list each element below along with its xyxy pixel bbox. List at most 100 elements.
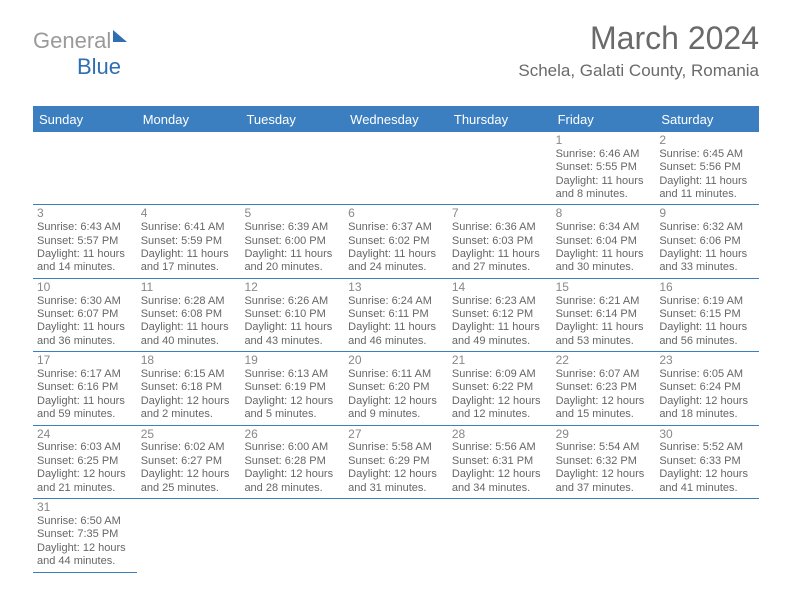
day-info-line: Sunrise: 5:54 AM xyxy=(556,441,652,454)
day-info-line: Sunset: 6:19 PM xyxy=(244,381,340,394)
day-info-line: Sunset: 6:20 PM xyxy=(348,381,444,394)
day-number: 28 xyxy=(452,428,548,442)
day-info-line: Daylight: 11 hours xyxy=(244,321,340,334)
day-info-line: Sunset: 6:00 PM xyxy=(244,235,340,248)
day-info-line: Daylight: 11 hours xyxy=(348,321,444,334)
day-info-line: Sunset: 6:12 PM xyxy=(452,308,548,321)
day-number: 13 xyxy=(348,281,444,295)
calendar-week-row: 24Sunrise: 6:03 AMSunset: 6:25 PMDayligh… xyxy=(33,426,759,499)
day-info-line: Sunrise: 5:52 AM xyxy=(659,441,755,454)
calendar-day-cell xyxy=(448,132,552,204)
day-info-line: Sunset: 6:03 PM xyxy=(452,235,548,248)
day-info-line: Daylight: 11 hours xyxy=(244,248,340,261)
calendar-day-cell: 24Sunrise: 6:03 AMSunset: 6:25 PMDayligh… xyxy=(33,426,137,498)
calendar-day-cell xyxy=(33,132,137,204)
day-number: 29 xyxy=(556,428,652,442)
calendar-week-row: 10Sunrise: 6:30 AMSunset: 6:07 PMDayligh… xyxy=(33,279,759,352)
day-info-line: Daylight: 11 hours xyxy=(556,175,652,188)
calendar-day-cell: 10Sunrise: 6:30 AMSunset: 6:07 PMDayligh… xyxy=(33,279,137,351)
day-info-line: Sunrise: 6:23 AM xyxy=(452,295,548,308)
day-info-line: Sunset: 5:55 PM xyxy=(556,161,652,174)
calendar-day-cell xyxy=(240,499,344,572)
day-number: 12 xyxy=(244,281,340,295)
day-info-line: Sunset: 7:35 PM xyxy=(37,528,133,541)
day-info-line: Daylight: 11 hours xyxy=(659,248,755,261)
calendar-day-cell: 18Sunrise: 6:15 AMSunset: 6:18 PMDayligh… xyxy=(137,352,241,424)
day-number: 1 xyxy=(556,134,652,148)
day-info-line: and 49 minutes. xyxy=(452,335,548,348)
day-info-line: Daylight: 11 hours xyxy=(141,248,237,261)
day-number: 4 xyxy=(141,207,237,221)
day-info-line: Sunrise: 6:30 AM xyxy=(37,295,133,308)
calendar-day-cell: 15Sunrise: 6:21 AMSunset: 6:14 PMDayligh… xyxy=(552,279,656,351)
day-info-line: and 25 minutes. xyxy=(141,482,237,495)
day-number: 21 xyxy=(452,354,548,368)
day-info-line: and 33 minutes. xyxy=(659,261,755,274)
day-info-line: Daylight: 11 hours xyxy=(348,248,444,261)
day-info-line: and 36 minutes. xyxy=(37,335,133,348)
day-number: 27 xyxy=(348,428,444,442)
calendar-day-cell: 8Sunrise: 6:34 AMSunset: 6:04 PMDaylight… xyxy=(552,205,656,277)
day-info-line: Daylight: 12 hours xyxy=(244,395,340,408)
day-info-line: Daylight: 11 hours xyxy=(556,248,652,261)
day-info-line: Sunset: 6:18 PM xyxy=(141,381,237,394)
day-info-line: Sunrise: 6:45 AM xyxy=(659,148,755,161)
day-info-line: Sunrise: 6:00 AM xyxy=(244,441,340,454)
calendar-week-row: 17Sunrise: 6:17 AMSunset: 6:16 PMDayligh… xyxy=(33,352,759,425)
day-info-line: and 2 minutes. xyxy=(141,408,237,421)
calendar-day-cell xyxy=(552,499,656,572)
day-info-line: Sunrise: 6:07 AM xyxy=(556,368,652,381)
day-info-line: and 31 minutes. xyxy=(348,482,444,495)
day-info-line: Sunset: 6:28 PM xyxy=(244,455,340,468)
day-info-line: Sunset: 6:33 PM xyxy=(659,455,755,468)
day-info-line: Sunrise: 6:11 AM xyxy=(348,368,444,381)
day-number: 3 xyxy=(37,207,133,221)
day-info-line: Daylight: 12 hours xyxy=(556,395,652,408)
calendar-week-row: 31Sunrise: 6:50 AMSunset: 7:35 PMDayligh… xyxy=(33,499,759,572)
calendar-day-cell: 1Sunrise: 6:46 AMSunset: 5:55 PMDaylight… xyxy=(552,132,656,204)
day-info-line: Sunrise: 6:50 AM xyxy=(37,515,133,528)
day-info-line: Sunrise: 6:02 AM xyxy=(141,441,237,454)
day-info-line: and 11 minutes. xyxy=(659,188,755,201)
day-number: 15 xyxy=(556,281,652,295)
day-info-line: Daylight: 12 hours xyxy=(659,468,755,481)
calendar: Sunday Monday Tuesday Wednesday Thursday… xyxy=(33,106,759,573)
day-info-line: Sunset: 6:14 PM xyxy=(556,308,652,321)
day-info-line: Sunset: 6:32 PM xyxy=(556,455,652,468)
weekday-header: Thursday xyxy=(448,108,552,132)
day-info-line: Sunrise: 6:21 AM xyxy=(556,295,652,308)
logo-text-1: General xyxy=(33,28,111,53)
day-info-line: Sunrise: 6:15 AM xyxy=(141,368,237,381)
day-info-line: and 8 minutes. xyxy=(556,188,652,201)
day-info-line: and 15 minutes. xyxy=(556,408,652,421)
day-info-line: and 34 minutes. xyxy=(452,482,548,495)
calendar-day-cell xyxy=(137,499,241,572)
calendar-day-cell: 29Sunrise: 5:54 AMSunset: 6:32 PMDayligh… xyxy=(552,426,656,498)
weekday-header: Wednesday xyxy=(344,108,448,132)
calendar-day-cell: 22Sunrise: 6:07 AMSunset: 6:23 PMDayligh… xyxy=(552,352,656,424)
calendar-day-cell: 23Sunrise: 6:05 AMSunset: 6:24 PMDayligh… xyxy=(655,352,759,424)
day-info-line: Sunset: 6:24 PM xyxy=(659,381,755,394)
day-info-line: Sunrise: 6:34 AM xyxy=(556,221,652,234)
day-info-line: Daylight: 12 hours xyxy=(452,395,548,408)
day-number: 23 xyxy=(659,354,755,368)
triangle-icon xyxy=(113,30,127,42)
day-info-line: Daylight: 11 hours xyxy=(659,175,755,188)
day-info-line: Sunset: 5:56 PM xyxy=(659,161,755,174)
day-info-line: and 9 minutes. xyxy=(348,408,444,421)
day-number: 22 xyxy=(556,354,652,368)
calendar-day-cell xyxy=(344,132,448,204)
day-number: 2 xyxy=(659,134,755,148)
location-subtitle: Schela, Galati County, Romania xyxy=(518,61,759,81)
day-info-line: Sunset: 6:23 PM xyxy=(556,381,652,394)
day-info-line: and 53 minutes. xyxy=(556,335,652,348)
day-info-line: and 14 minutes. xyxy=(37,261,133,274)
calendar-day-cell: 9Sunrise: 6:32 AMSunset: 6:06 PMDaylight… xyxy=(655,205,759,277)
calendar-week-row: 3Sunrise: 6:43 AMSunset: 5:57 PMDaylight… xyxy=(33,205,759,278)
calendar-day-cell: 19Sunrise: 6:13 AMSunset: 6:19 PMDayligh… xyxy=(240,352,344,424)
day-number: 20 xyxy=(348,354,444,368)
day-info-line: Sunrise: 6:28 AM xyxy=(141,295,237,308)
day-info-line: Sunrise: 6:26 AM xyxy=(244,295,340,308)
day-info-line: Daylight: 11 hours xyxy=(37,248,133,261)
day-info-line: and 21 minutes. xyxy=(37,482,133,495)
